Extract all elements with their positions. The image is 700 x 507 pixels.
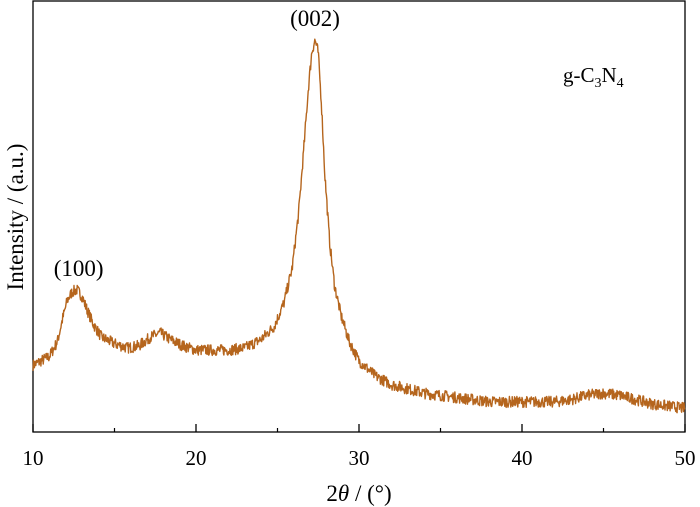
- x-axis-title: 2θ / (°): [326, 481, 391, 506]
- x-tick-label: 30: [349, 446, 370, 470]
- y-axis-title: Intensity / (a.u.): [3, 144, 28, 291]
- x-tick-label: 40: [512, 446, 533, 470]
- x-axis-ticks: [32, 424, 686, 432]
- x-axis-title-suffix: / (°): [349, 481, 391, 506]
- series-layer: [32, 38, 686, 414]
- x-axis-title-symbol: θ: [338, 481, 349, 506]
- xrd-pattern-line: [32, 38, 686, 414]
- legend-label: g-C3N4: [563, 63, 624, 91]
- annotations: (100) (002): [54, 6, 340, 281]
- legend-label-part: N: [602, 63, 617, 87]
- peak-label: (002): [290, 6, 340, 31]
- legend-label-subscript: 4: [617, 76, 624, 91]
- x-axis-title-prefix: 2: [326, 481, 338, 506]
- legend-label-part: g-C: [563, 63, 595, 87]
- x-tick-label: 50: [675, 446, 696, 470]
- x-tick-label: 20: [186, 446, 207, 470]
- x-tick-label: 10: [23, 446, 44, 470]
- peak-label: (100): [54, 256, 104, 281]
- legend-label-subscript: 3: [595, 76, 602, 91]
- x-axis-tick-labels: 10 20 30 40 50: [23, 446, 696, 470]
